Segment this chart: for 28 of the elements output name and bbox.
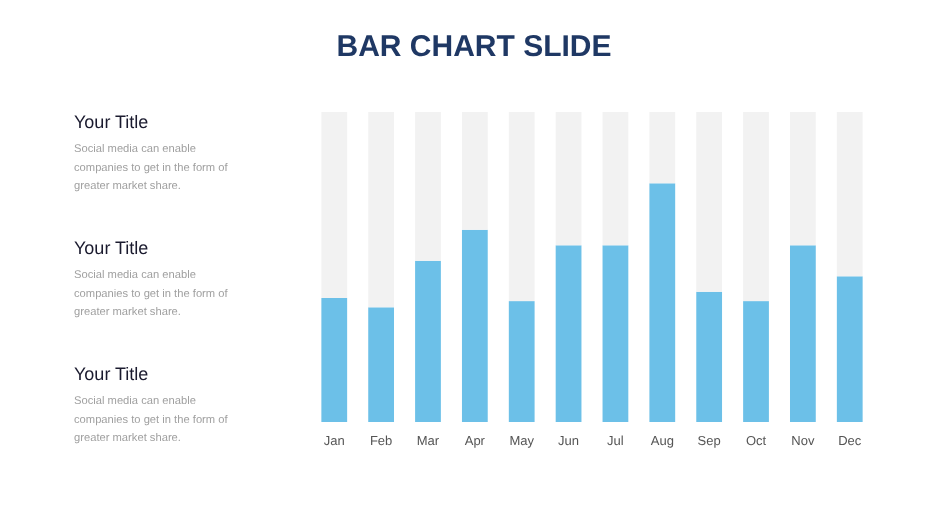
bar [321, 298, 348, 422]
bar [415, 112, 441, 261]
bar [508, 301, 535, 422]
bar [789, 245, 816, 422]
bar [602, 112, 629, 246]
bar [836, 276, 863, 422]
bar [743, 112, 769, 302]
bar [461, 112, 488, 230]
bar [696, 291, 723, 422]
bar [602, 245, 629, 422]
chart-title: BAR CHART SLIDE [336, 30, 612, 64]
text: Your Title [74, 364, 149, 384]
bar [368, 112, 395, 308]
bar [461, 229, 488, 422]
bar [555, 245, 582, 422]
text: Your Title [74, 112, 149, 132]
bar [555, 112, 582, 246]
bar [789, 112, 816, 246]
bar [649, 112, 676, 184]
bar [743, 301, 769, 422]
bar [321, 112, 348, 298]
bar [508, 112, 535, 302]
bar [696, 112, 723, 292]
bar [368, 307, 395, 422]
text: Your Title [74, 238, 149, 258]
bar [649, 183, 676, 422]
bar [836, 112, 863, 277]
bar [415, 260, 441, 422]
